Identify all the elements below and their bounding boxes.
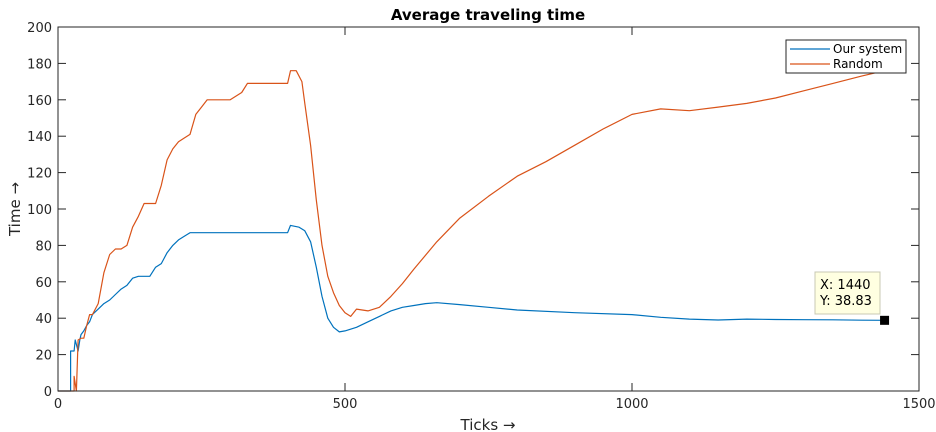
plot-area	[58, 27, 919, 391]
datatip: X: 1440 Y: 38.83	[814, 271, 890, 325]
datatip-box	[814, 271, 881, 315]
y-tick-label: 60	[35, 276, 52, 291]
y-tick-label: 180	[27, 57, 52, 72]
y-tick-label: 80	[35, 239, 52, 254]
y-axis-label: Time →	[6, 182, 24, 237]
legend-label-random: Random	[833, 57, 883, 71]
legend-box	[785, 39, 907, 74]
y-tick-label: 140	[27, 130, 52, 145]
x-tick-label: 500	[333, 397, 358, 412]
series-line-our-system	[58, 224, 885, 392]
datatip-x-text: X: 1440	[820, 278, 871, 293]
x-axis-label: Ticks →	[460, 416, 516, 432]
y-tick-label: 40	[35, 312, 52, 327]
ticks-layer: 0 500 1000 1500 0 20 40 60 80 100 120 140 160 180 200	[27, 21, 935, 412]
x-tick-label: 1500	[902, 397, 935, 412]
legend: Our system Random	[785, 39, 907, 74]
x-tick-label: 0	[54, 397, 62, 412]
x-tick-label: 1000	[615, 397, 648, 412]
y-tick-label: 200	[27, 21, 52, 36]
series-layer	[58, 70, 885, 392]
y-tick-label: 120	[27, 167, 52, 182]
legend-label-our-system: Our system	[833, 42, 902, 56]
y-tick-label: 0	[44, 385, 52, 400]
y-tick-label: 20	[35, 349, 52, 364]
y-tick-label: 100	[27, 203, 52, 218]
y-tick-label: 160	[27, 94, 52, 109]
chart-title: Average traveling time	[391, 6, 585, 24]
datatip-marker	[880, 315, 890, 325]
datatip-y-text: Y: 38.83	[819, 294, 872, 309]
series-line-random	[58, 70, 885, 392]
